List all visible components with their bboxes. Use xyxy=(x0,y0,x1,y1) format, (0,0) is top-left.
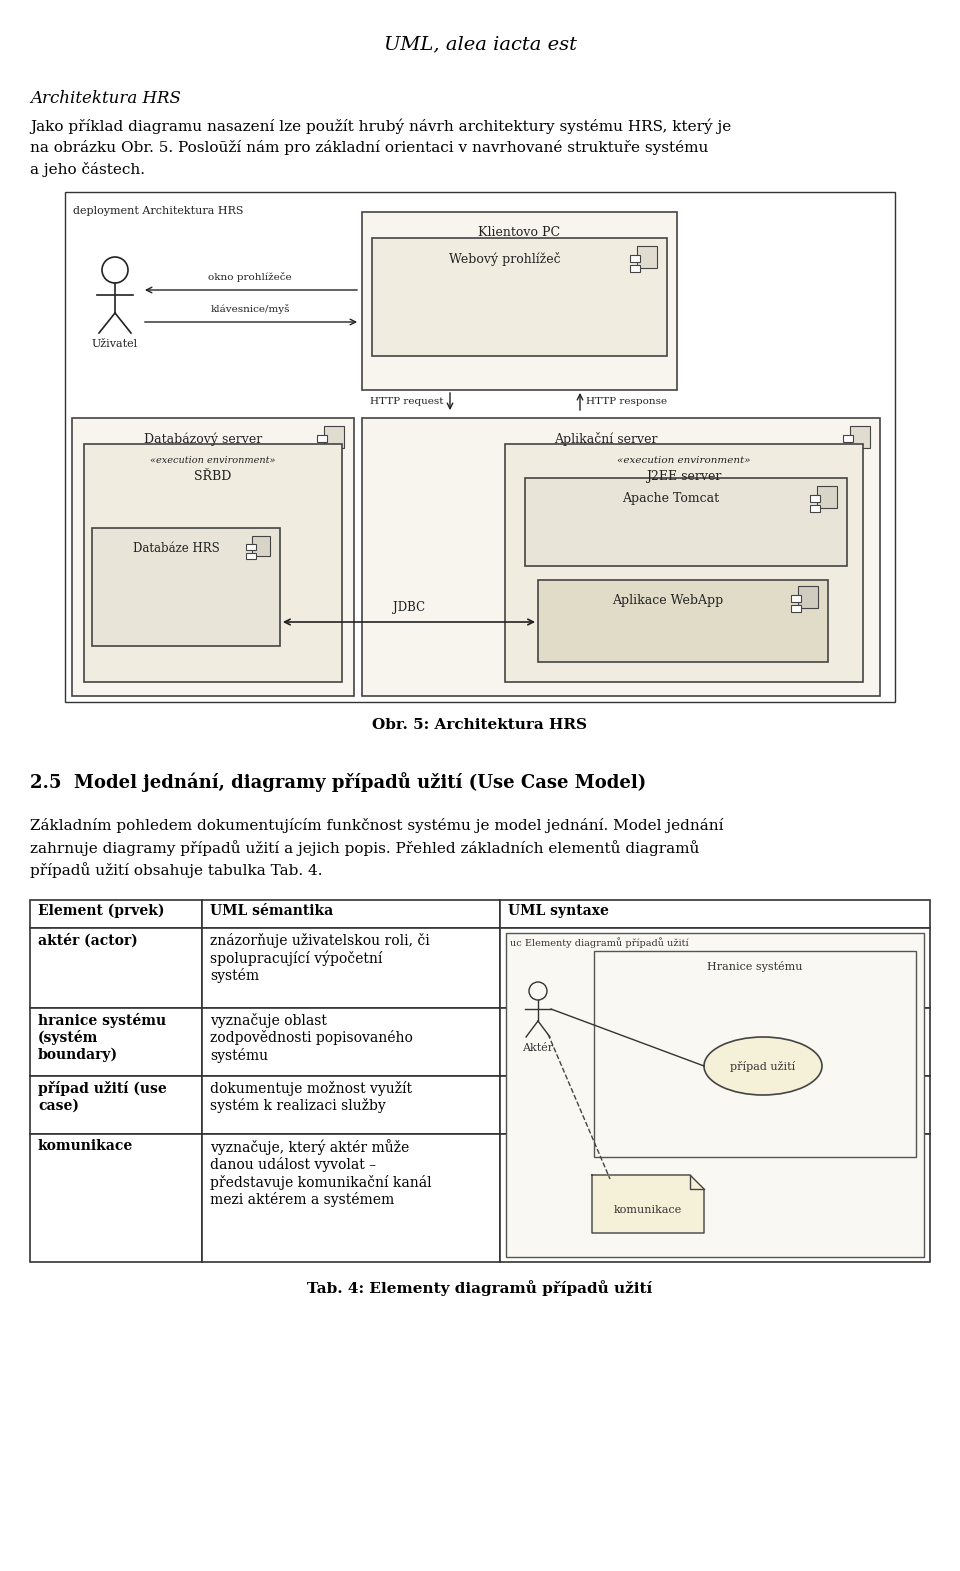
Text: Databázový server: Databázový server xyxy=(144,432,262,446)
Bar xyxy=(324,426,344,448)
Bar xyxy=(505,445,863,682)
Bar xyxy=(500,900,930,928)
Bar xyxy=(810,495,820,503)
Text: Databáze HRS: Databáze HRS xyxy=(132,542,220,555)
Bar xyxy=(84,445,342,682)
Bar xyxy=(202,900,500,928)
Text: «execution environment»: «execution environment» xyxy=(617,456,751,465)
Text: HTTP response: HTTP response xyxy=(586,396,667,405)
Text: deployment Architektura HRS: deployment Architektura HRS xyxy=(73,206,244,215)
Text: Aplikace WebApp: Aplikace WebApp xyxy=(612,594,724,606)
Text: Obr. 5: Architektura HRS: Obr. 5: Architektura HRS xyxy=(372,718,588,732)
Text: komunikace: komunikace xyxy=(613,1205,683,1214)
Bar xyxy=(630,255,640,262)
Bar xyxy=(92,528,280,646)
Bar xyxy=(817,485,837,507)
Bar xyxy=(506,933,924,1257)
Text: hranice systému
(systém
boundary): hranice systému (systém boundary) xyxy=(38,1013,166,1062)
Bar xyxy=(30,1076,202,1134)
Text: Uživatel: Uživatel xyxy=(92,339,138,349)
Bar xyxy=(246,553,256,559)
Bar xyxy=(630,265,640,272)
Text: případ užití (use
case): případ užití (use case) xyxy=(38,1081,167,1112)
Bar xyxy=(637,247,657,269)
Bar xyxy=(843,435,853,441)
Bar xyxy=(843,445,853,452)
Bar xyxy=(246,544,256,550)
Bar xyxy=(30,1009,202,1076)
Text: Jako příklad diagramu nasazení lze použít hrubý návrh architektury systému HRS, : Jako příklad diagramu nasazení lze použí… xyxy=(30,118,732,134)
Text: znázorňuje uživatelskou roli, či
spolupracující výpočetní
systém: znázorňuje uživatelskou roli, či spolupr… xyxy=(210,933,430,983)
Text: Webový prohlížeč: Webový prohlížeč xyxy=(448,251,561,265)
Bar xyxy=(362,212,677,390)
Text: Klientovo PC: Klientovo PC xyxy=(478,226,561,239)
Bar xyxy=(30,900,202,928)
Text: JDBC: JDBC xyxy=(393,602,425,614)
Text: Aktér: Aktér xyxy=(522,1043,554,1053)
Text: na obrázku Obr. 5. Posloūží nám pro základní orientaci v navrhované struktuře sy: na obrázku Obr. 5. Posloūží nám pro zákl… xyxy=(30,140,708,156)
Bar xyxy=(372,237,667,357)
Text: okno prohlížeče: okno prohlížeče xyxy=(208,272,292,283)
Bar xyxy=(65,192,895,702)
Text: Tab. 4: Elementy diagramů případů užití: Tab. 4: Elementy diagramů případů užití xyxy=(307,1280,653,1296)
Text: J2EE server: J2EE server xyxy=(646,470,722,482)
Bar xyxy=(791,605,801,613)
Text: Apache Tomcat: Apache Tomcat xyxy=(622,492,720,504)
Bar xyxy=(798,586,818,608)
Text: aktér (actor): aktér (actor) xyxy=(38,933,137,947)
Text: Aplikační server: Aplikační server xyxy=(554,432,658,446)
Text: UML, alea iacta est: UML, alea iacta est xyxy=(383,35,577,53)
Bar xyxy=(810,504,820,512)
Bar xyxy=(500,1076,930,1134)
Bar xyxy=(202,1134,500,1262)
Bar xyxy=(538,580,828,661)
Bar xyxy=(362,418,880,696)
Text: komunikace: komunikace xyxy=(38,1139,133,1153)
Ellipse shape xyxy=(704,1037,822,1095)
Polygon shape xyxy=(592,1175,704,1233)
Text: případ užití: případ užití xyxy=(731,1060,796,1071)
Text: Architektura HRS: Architektura HRS xyxy=(30,90,180,107)
Text: dokumentuje možnost využít
systém k realizaci služby: dokumentuje možnost využít systém k real… xyxy=(210,1081,412,1114)
Text: a jeho částech.: a jeho částech. xyxy=(30,162,145,178)
Text: UML syntaxe: UML syntaxe xyxy=(508,903,609,917)
Bar xyxy=(252,536,270,556)
Bar xyxy=(202,1009,500,1076)
Bar xyxy=(202,1076,500,1134)
Text: Hranice systému: Hranice systému xyxy=(708,961,803,972)
Text: Element (prvek): Element (prvek) xyxy=(38,903,164,919)
Text: HTTP request: HTTP request xyxy=(371,396,444,405)
Text: UML sémantika: UML sémantika xyxy=(210,903,333,917)
Text: SŘBD: SŘBD xyxy=(194,470,231,482)
Text: 2.5  Model jednání, diagramy případů užití (Use Case Model): 2.5 Model jednání, diagramy případů užit… xyxy=(30,771,646,792)
Bar xyxy=(500,1009,930,1076)
Bar xyxy=(317,435,327,441)
Text: vyznačuje, který aktér může
danou událost vyvolat –
představuje komunikační kaná: vyznačuje, který aktér může danou událos… xyxy=(210,1139,432,1207)
Bar xyxy=(30,1134,202,1262)
Bar xyxy=(594,950,916,1156)
Bar xyxy=(30,928,202,1009)
Bar xyxy=(317,445,327,452)
Text: vyznačuje oblast
zodpovědnosti popisovaného
systému: vyznačuje oblast zodpovědnosti popisovan… xyxy=(210,1013,413,1064)
Text: uc Elementy diagramů případů užití: uc Elementy diagramů případů užití xyxy=(510,936,688,947)
Bar xyxy=(525,478,847,566)
Text: zahrnuje diagramy případů užití a jejich popis. Přehled základních elementů diag: zahrnuje diagramy případů užití a jejich… xyxy=(30,840,700,856)
Bar xyxy=(500,1134,930,1262)
Text: Základním pohledem dokumentujícím funkčnost systému je model jednání. Model jedn: Základním pohledem dokumentujícím funkčn… xyxy=(30,818,724,833)
Text: případů užití obsahuje tabulka Tab. 4.: případů užití obsahuje tabulka Tab. 4. xyxy=(30,862,323,878)
Bar xyxy=(72,418,354,696)
Bar xyxy=(850,426,870,448)
Text: klávesnice/myš: klávesnice/myš xyxy=(210,305,290,314)
Text: «execution environment»: «execution environment» xyxy=(151,456,276,465)
Bar xyxy=(500,928,930,1009)
Bar xyxy=(791,595,801,602)
Bar xyxy=(202,928,500,1009)
